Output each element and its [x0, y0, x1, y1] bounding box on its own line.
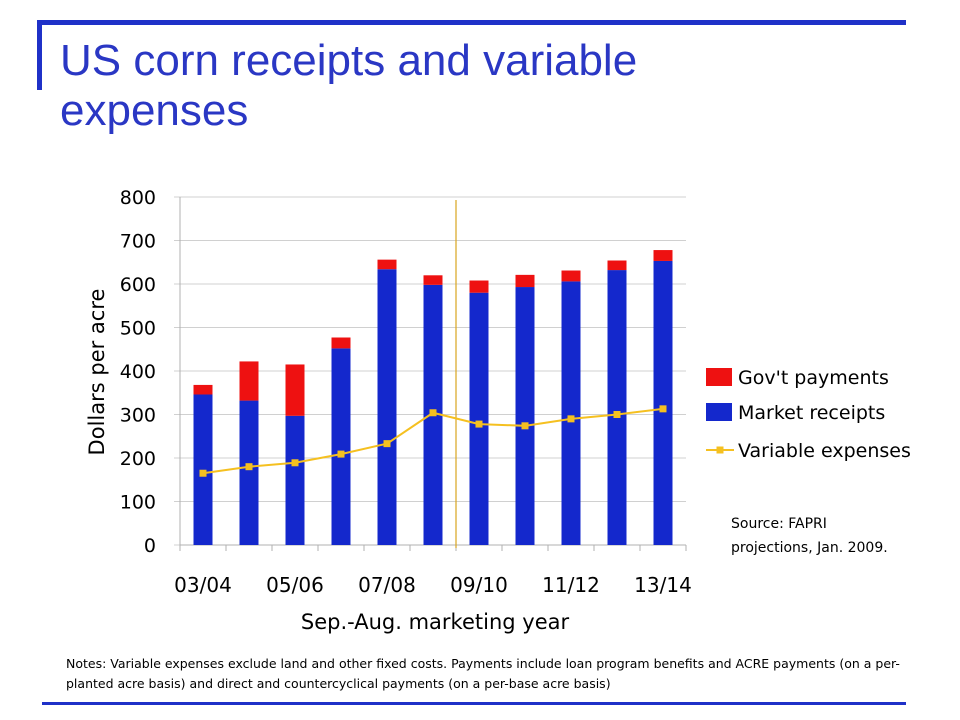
bar-govt-payments — [607, 260, 627, 271]
point-variable-expenses — [429, 409, 437, 417]
x-tick-label: 11/12 — [542, 573, 600, 597]
legend-swatch — [706, 368, 732, 386]
bar-govt-payments — [515, 274, 535, 288]
x-tick-label: 03/04 — [174, 573, 232, 597]
left-accent-rule — [37, 20, 42, 90]
y-tick-label: 700 — [120, 231, 156, 253]
bar-govt-payments — [239, 361, 259, 401]
bar-govt-payments — [377, 259, 397, 270]
y-tick-label: 800 — [120, 187, 156, 209]
point-variable-expenses — [245, 463, 253, 471]
source-note: Source: FAPRI projections, Jan. 2009. — [731, 516, 888, 556]
x-tick-label: 07/08 — [358, 573, 416, 597]
bar-market-receipts — [331, 348, 351, 545]
bar-govt-payments — [561, 270, 581, 282]
point-variable-expenses — [521, 422, 529, 430]
y-tick-label: 100 — [120, 492, 156, 514]
x-tick-label: 09/10 — [450, 573, 508, 597]
bar-govt-payments — [193, 384, 213, 395]
legend-label: Variable expenses — [738, 440, 911, 462]
y-tick-label: 600 — [120, 274, 156, 296]
y-axis-title: Dollars per acre — [85, 289, 109, 456]
point-variable-expenses — [475, 420, 483, 428]
x-tick-label: 05/06 — [266, 573, 324, 597]
bottom-accent-rule — [42, 702, 906, 705]
top-accent-rule — [42, 20, 906, 25]
bar-market-receipts — [239, 400, 259, 545]
bar-govt-payments — [285, 364, 305, 416]
legend-label: Gov't payments — [738, 367, 889, 389]
bar-market-receipts — [653, 260, 673, 545]
point-variable-expenses — [383, 440, 391, 448]
bar-market-receipts — [561, 281, 581, 545]
point-variable-expenses — [291, 459, 299, 467]
bar-market-receipts — [515, 287, 535, 545]
y-tick-label: 200 — [120, 448, 156, 470]
bar-govt-payments — [331, 337, 351, 349]
bar-govt-payments — [469, 280, 489, 293]
y-tick-label: 400 — [120, 361, 156, 383]
y-tick-label: 300 — [120, 405, 156, 427]
slide-title: US corn receipts and variable expenses — [60, 36, 638, 135]
legend-label: Market receipts — [738, 402, 885, 424]
y-tick-label: 0 — [144, 535, 156, 557]
point-variable-expenses — [337, 450, 345, 458]
bar-govt-payments — [423, 275, 443, 285]
bar-market-receipts — [607, 270, 627, 545]
bar-market-receipts — [377, 269, 397, 545]
point-variable-expenses — [567, 415, 575, 423]
y-tick-label: 500 — [120, 318, 156, 340]
point-variable-expenses — [199, 469, 207, 477]
bar-market-receipts — [285, 415, 305, 545]
x-tick-label: 13/14 — [634, 573, 692, 597]
legend-marker — [716, 446, 724, 454]
footnotes: Notes: Variable expenses exclude land an… — [66, 656, 900, 691]
point-variable-expenses — [613, 411, 621, 418]
bar-market-receipts — [469, 292, 489, 545]
point-variable-expenses — [659, 405, 667, 413]
bar-govt-payments — [653, 250, 673, 261]
x-axis-title: Sep.-Aug. marketing year — [301, 610, 570, 634]
legend-swatch — [706, 403, 732, 421]
